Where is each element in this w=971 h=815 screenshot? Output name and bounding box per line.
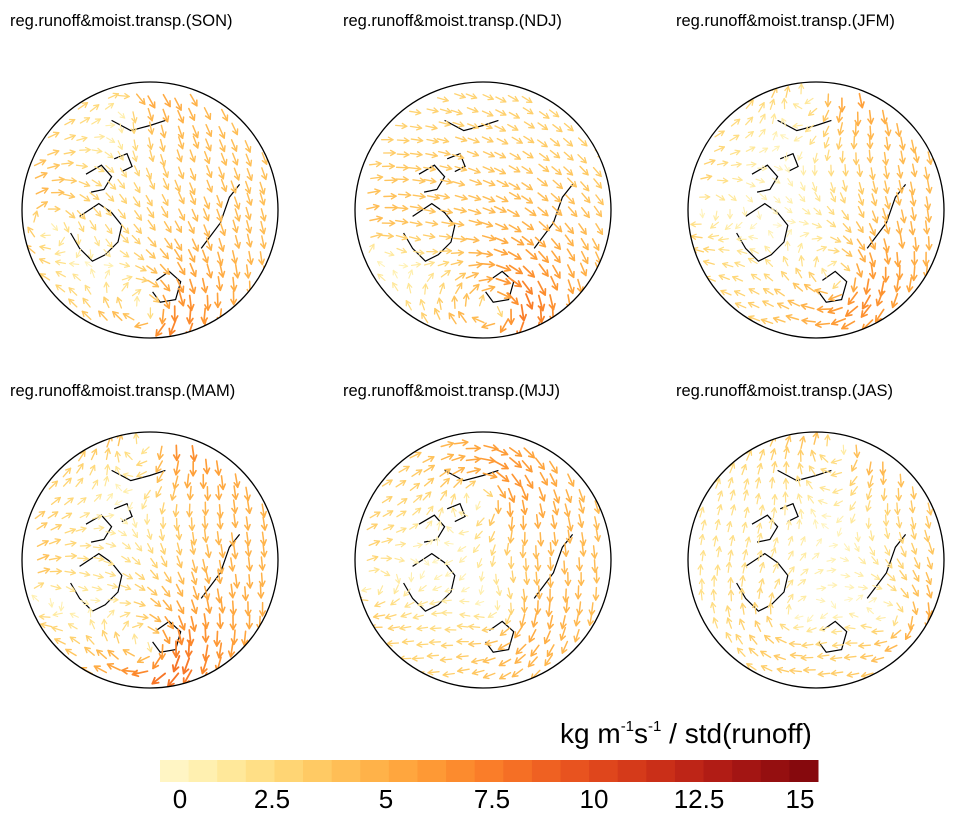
map-boundary-circle [22,82,278,338]
colorbar-units-label: kg m-1s-1 / std(runoff) [560,718,812,750]
units-seconds: s [634,718,648,749]
colorbar-swatch [360,760,389,782]
panel-ndj: reg.runoff&moist.transp.(NDJ) [333,0,633,320]
colorbar-tick-label: 5 [379,784,393,815]
coastline [419,515,445,542]
polar-map-mam [0,370,300,720]
polar-map-mjj [333,370,633,720]
units-normalization: / std(runoff) [661,718,811,749]
colorbar-swatch [217,760,246,782]
units-exponent: -1 [621,718,634,735]
vector-arrowhead [200,680,205,686]
vector-arrowhead [262,274,267,279]
colorbar-tick-label: 10 [580,784,609,815]
colorbar-tick-label: 12.5 [674,784,725,815]
moisture-transport-vector [250,281,251,294]
colorbar-swatch [732,760,761,782]
coastline [752,515,778,542]
panel-mam: reg.runoff&moist.transp.(MAM) [0,370,300,690]
colorbar-swatch [618,760,647,782]
colorbar-swatch [274,760,303,782]
coastline [404,204,455,262]
colorbar-swatch [704,760,733,782]
units-exponent: -1 [648,718,661,735]
colorbar-swatch [789,760,818,782]
colorbar-swatch [475,760,504,782]
colorbar-swatch [417,760,446,782]
colorbar-swatch [189,760,218,782]
polar-map-son [0,0,300,360]
colorbar-swatch [532,760,561,782]
moisture-transport-vector [518,323,523,338]
colorbar-tick-label: 15 [786,784,815,815]
moisture-transport-vector [568,295,571,309]
moisture-transport-vector [107,435,111,447]
moisture-transport-vector [553,307,554,322]
colorbar-swatch [160,760,189,782]
map-boundary-circle [355,432,611,688]
panel-son: reg.runoff&moist.transp.(SON) [0,0,300,320]
colorbar-swatch [589,760,618,782]
colorbar-swatch [503,760,532,782]
colorbar-swatch [246,760,275,782]
moisture-transport-vector [705,277,715,281]
panel-jfm: reg.runoff&moist.transp.(JFM) [666,0,966,320]
colorbar-tick-label: 0 [173,784,187,815]
coastline [112,120,166,130]
coastline [404,554,455,612]
coastline [867,184,905,248]
colorbar-swatch [675,760,704,782]
panel-mjj: reg.runoff&moist.transp.(MJJ) [333,370,633,690]
vector-arrowhead [413,670,418,675]
panel-jas: reg.runoff&moist.transp.(JAS) [666,370,966,690]
colorbar-tick-label: 7.5 [474,784,510,815]
units-base: kg m [560,718,621,749]
moisture-transport-vector [260,616,261,629]
polar-map-ndj [333,0,633,360]
coastline [780,504,798,522]
colorbar-swatch [389,760,418,782]
vector-arrowhead [534,332,540,338]
colorbar-swatch [761,760,790,782]
colorbar-swatch [332,760,361,782]
colorbar-tick-label: 2.5 [254,784,290,815]
colorbar [0,750,971,784]
colorbar-swatch [303,760,332,782]
moisture-transport-vector [357,599,368,600]
vector-arrowhead [201,328,207,334]
polar-map-jas [666,370,971,720]
colorbar-swatch [561,760,590,782]
colorbar-swatch [446,760,475,782]
colorbar-swatch [646,760,675,782]
polar-map-jfm [666,0,971,360]
coastline [114,504,132,522]
coastline [447,504,465,522]
map-boundary-circle [688,432,944,688]
